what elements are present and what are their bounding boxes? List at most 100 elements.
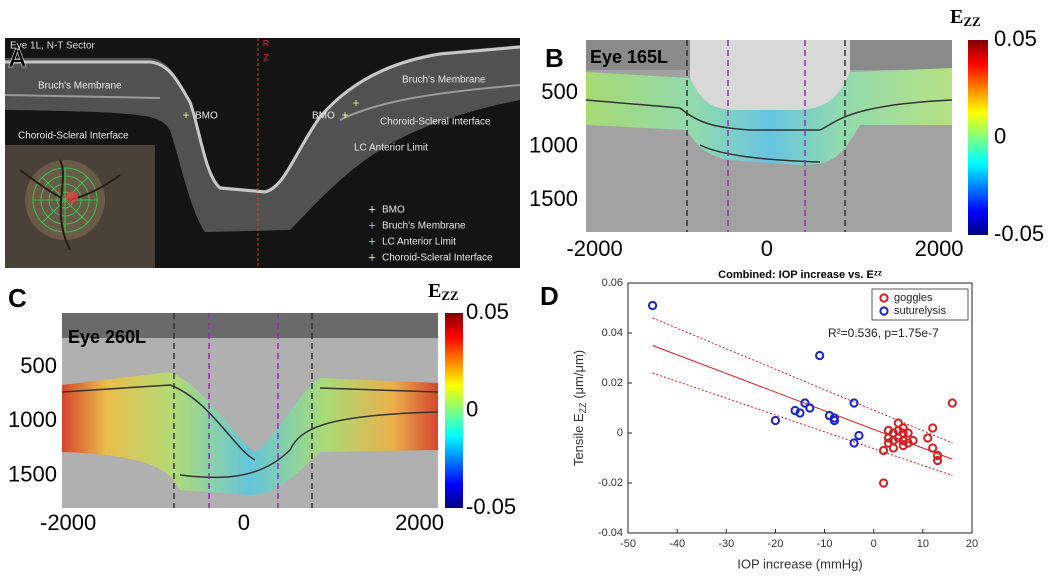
scatter-point	[829, 413, 840, 423]
fit-line	[652, 345, 953, 460]
chart-title: Combined: IOP increase vs. Eᶻᶻ	[718, 269, 882, 281]
colorbar	[968, 40, 988, 235]
axis-mark: R	[263, 38, 270, 48]
y-tick-label: 0.04	[602, 327, 623, 339]
x-tick-label: -10	[817, 538, 833, 550]
y-axis-label-sub: ZZ	[578, 402, 588, 413]
scatter-point	[923, 433, 933, 443]
scatter-point	[903, 428, 913, 438]
colorbar-tick-label: 0	[994, 123, 1006, 148]
image-title: Eye 1L, N-T Sector	[10, 41, 96, 52]
colorbar-title-main: E	[428, 280, 441, 302]
legend-marker	[879, 306, 889, 316]
y-axis-label-main: Tensile E	[571, 413, 586, 466]
colorbar-title: EZZ	[428, 280, 459, 303]
panel-label: B	[545, 43, 564, 73]
structure-label: LC Anterior Limit	[354, 143, 428, 154]
structure-label: BMO	[312, 111, 335, 122]
colorbar	[445, 313, 463, 508]
annotation: R²=0.536, p=1.75e-7	[828, 326, 939, 340]
scatter-point	[770, 415, 781, 426]
colorbar-tick-label: 0.05	[994, 26, 1037, 51]
structure-label: Choroid-Scleral Interface	[380, 117, 491, 128]
strain-image-b	[585, 40, 953, 232]
scatter-point	[815, 350, 825, 361]
y-tick-label: 500	[541, 79, 578, 104]
structure-label: Choroid-Scleral Interface	[18, 131, 129, 142]
y-tick-label: 500	[20, 353, 57, 378]
marker: +	[182, 108, 189, 122]
structure-label: BMO	[195, 111, 218, 122]
panel-label: D	[540, 281, 559, 311]
x-tick-label: -40	[669, 538, 685, 550]
colorbar-title-main: E	[950, 6, 963, 28]
y-tick-label: 0	[617, 427, 623, 439]
scatter-point	[878, 445, 889, 456]
scatter-point	[888, 443, 898, 453]
legend-label: Choroid-Scleral Interface	[382, 253, 493, 264]
legend-marker: +	[368, 217, 376, 232]
panel-label: C	[8, 283, 27, 313]
scatter-point	[947, 398, 957, 408]
legend-marker: +	[368, 201, 376, 216]
scatter-point	[933, 450, 943, 461]
x-tick-label: -50	[620, 538, 636, 550]
scatter-point	[849, 438, 859, 448]
scatter-point	[898, 428, 908, 438]
legend-label: Bruch's Membrane	[382, 221, 466, 232]
colorbar-tick-label: 0.05	[466, 299, 509, 324]
oct-image-a	[4, 38, 521, 268]
legend-marker	[879, 293, 889, 303]
scatter-point	[800, 398, 810, 408]
scatter-point	[933, 455, 943, 466]
image-title: Eye 260L	[68, 327, 146, 347]
x-axis-label: IOP increase (mmHg)	[737, 556, 862, 571]
y-tick-label: 1500	[529, 186, 578, 211]
scatter-point	[928, 443, 938, 453]
plot-area	[627, 282, 973, 534]
panel-label: A	[8, 43, 27, 73]
legend-label: suturelysis	[894, 305, 946, 317]
scatter-point	[805, 403, 815, 413]
scatter-point	[647, 300, 658, 311]
structure-label: Bruch's Membrane	[402, 75, 486, 86]
scatter-point	[795, 408, 805, 418]
scatter-point	[898, 423, 908, 433]
structure-label: Bruch's Membrane	[38, 81, 122, 92]
scatter-point	[878, 478, 889, 488]
y-tick-label: -0.02	[598, 477, 623, 489]
colorbar-tick-label: 0	[466, 396, 478, 421]
y-axis-label-unit: (μm/μm)	[571, 350, 586, 403]
x-tick-label: 2000	[915, 236, 964, 261]
legend-box	[871, 288, 969, 321]
x-tick-label: 20	[966, 538, 978, 550]
image-title: Eye 165L	[590, 47, 668, 67]
colorbar-tick-label: -0.05	[994, 221, 1044, 246]
scatter-point	[849, 398, 859, 408]
x-tick-label: 0	[761, 236, 773, 261]
x-tick-label: 2000	[395, 510, 444, 535]
legend-label: BMO	[382, 205, 405, 216]
x-tick-label: -20	[767, 538, 783, 550]
ci-lower	[652, 372, 953, 476]
scatter-point	[908, 435, 918, 446]
x-tick-label: -30	[718, 538, 734, 550]
x-tick-label: 10	[917, 538, 929, 550]
axis-mark: Z	[263, 52, 269, 62]
y-tick-label: 1000	[529, 132, 578, 157]
y-tick-label: 1000	[8, 407, 57, 432]
colorbar-title: EZZ	[950, 6, 981, 29]
marker: +	[352, 96, 359, 110]
x-tick-label: -2000	[566, 236, 622, 261]
x-tick-label: 0	[871, 538, 877, 550]
scatter-point	[854, 430, 864, 441]
legend-marker: +	[368, 249, 376, 264]
colorbar-tick-label: -0.05	[466, 494, 516, 519]
strain-image-c	[61, 313, 439, 508]
marker: +	[341, 108, 348, 122]
legend-label: LC Anterior Limit	[382, 237, 456, 248]
colorbar-title-sub: ZZ	[441, 288, 459, 303]
y-tick-label: 1500	[8, 461, 57, 486]
colorbar-title-sub: ZZ	[963, 14, 981, 29]
